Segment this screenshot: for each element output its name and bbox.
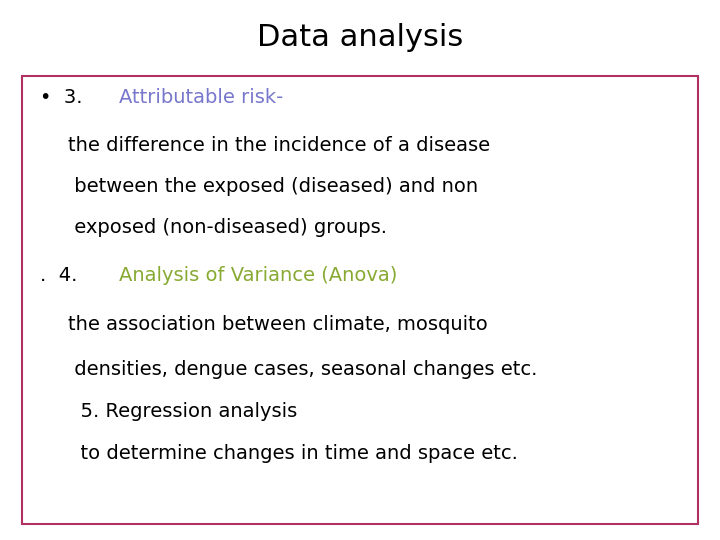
Text: the association between climate, mosquito: the association between climate, mosquit… <box>68 314 488 334</box>
Text: the difference in the incidence of a disease: the difference in the incidence of a dis… <box>68 136 490 156</box>
Text: Attributable risk-: Attributable risk- <box>119 87 283 107</box>
Text: between the exposed (diseased) and non: between the exposed (diseased) and non <box>68 177 479 196</box>
Text: .  4.: . 4. <box>40 266 84 285</box>
Text: exposed (non-diseased) groups.: exposed (non-diseased) groups. <box>68 218 387 238</box>
Text: to determine changes in time and space etc.: to determine changes in time and space e… <box>68 444 518 463</box>
Text: densities, dengue cases, seasonal changes etc.: densities, dengue cases, seasonal change… <box>68 360 538 380</box>
Text: •  3.: • 3. <box>40 87 89 107</box>
Text: 5. Regression analysis: 5. Regression analysis <box>68 402 297 421</box>
Text: Analysis of Variance (Anova): Analysis of Variance (Anova) <box>119 266 397 285</box>
Text: Data analysis: Data analysis <box>257 23 463 52</box>
